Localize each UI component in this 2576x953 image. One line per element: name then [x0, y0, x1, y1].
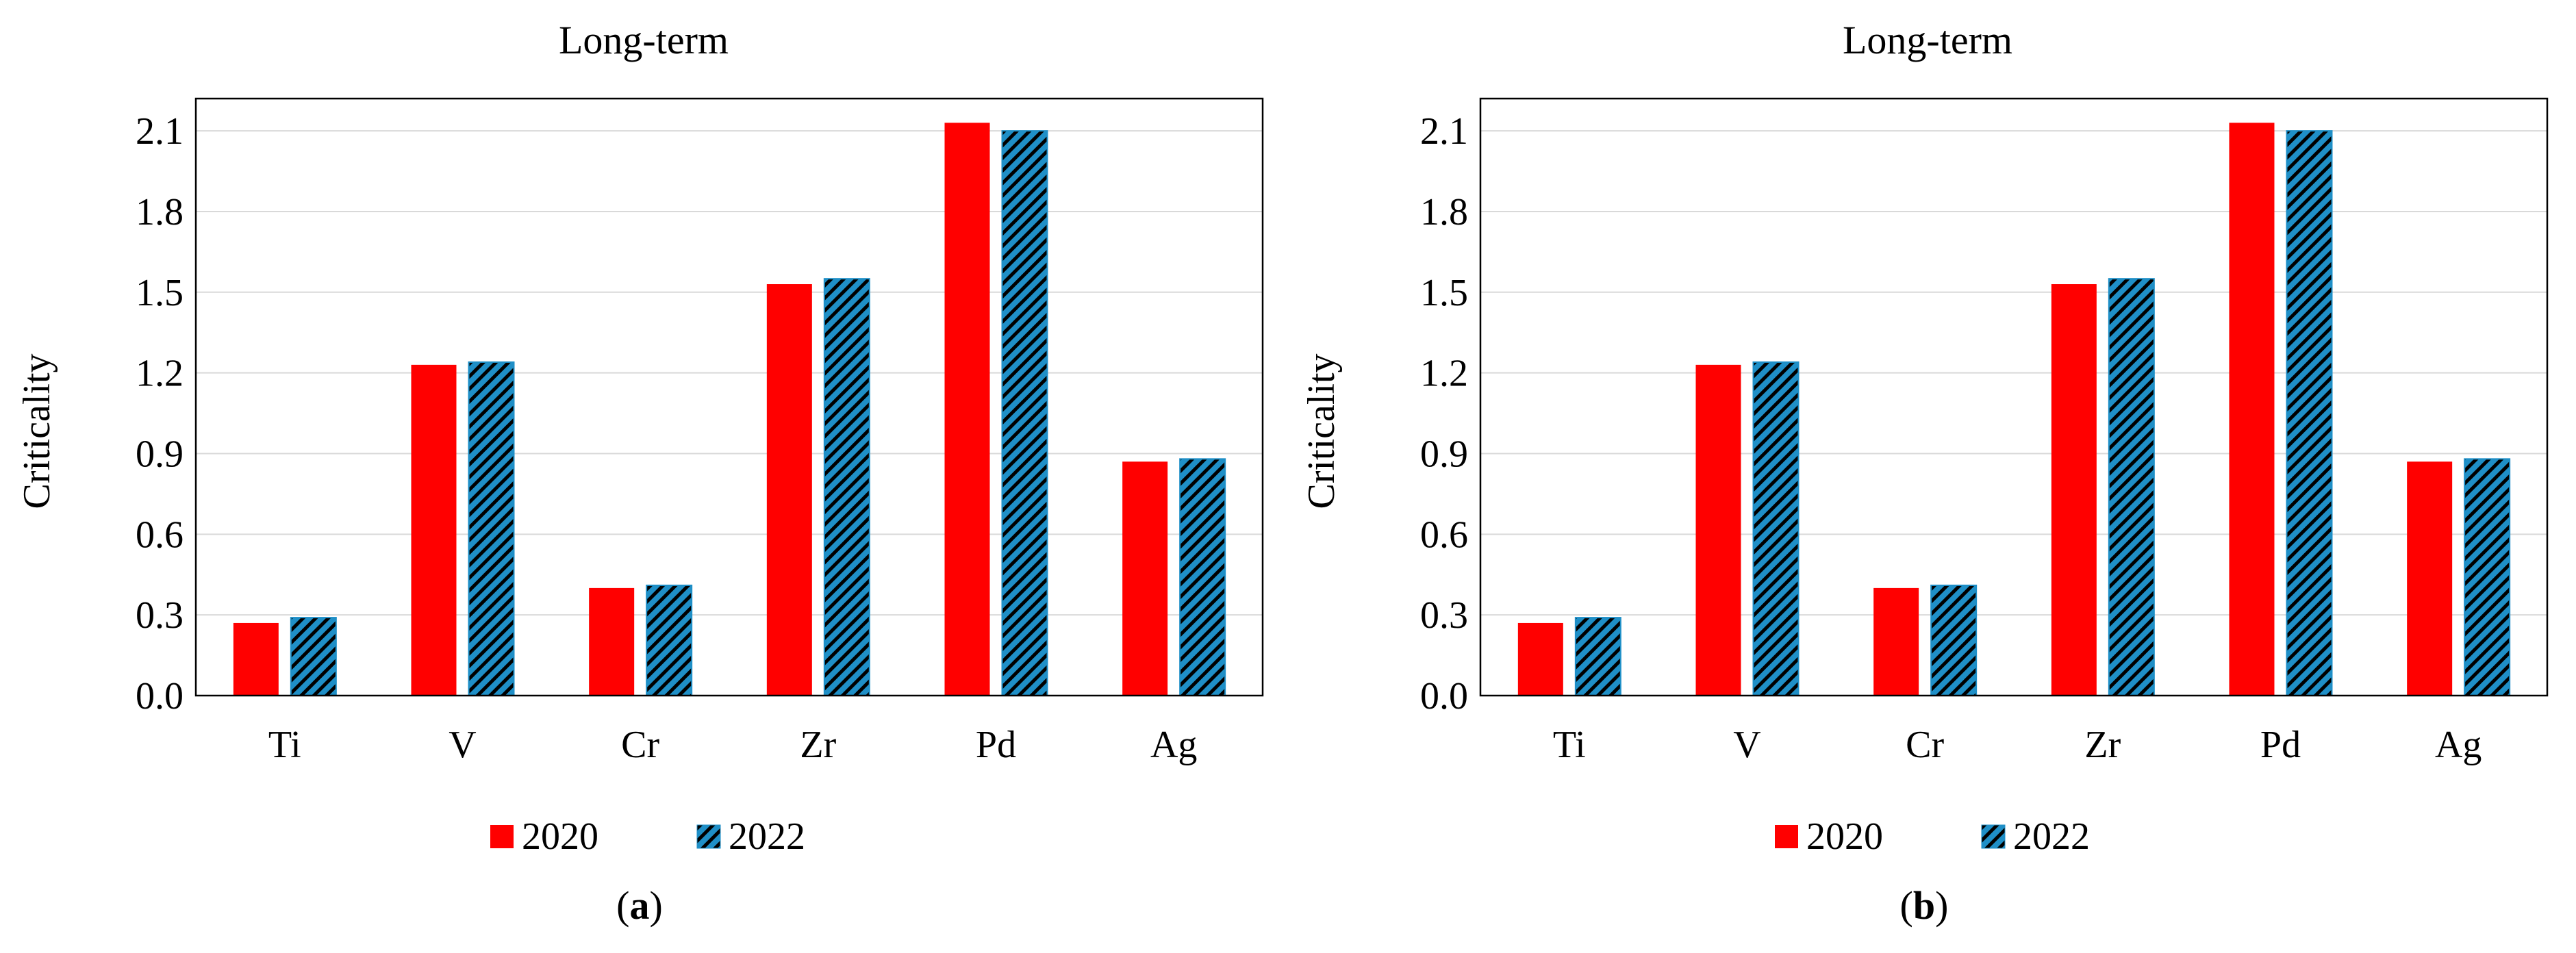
- bar-2022-Zr: [2108, 278, 2155, 697]
- chart-panel-a: Long-term Criticality 0.0 0.3 0.6 0.9 1.2 1.5…: [16, 18, 1264, 928]
- x-tick-labels: Ti V Cr Zr Pd Ag: [1553, 724, 2482, 766]
- bar-2022-Ag: [2464, 458, 2511, 696]
- x-tick-label: Ti: [1553, 724, 1586, 766]
- x-tick-label: Zr: [800, 724, 836, 766]
- legend-swatch-2022: [696, 824, 721, 849]
- bar-2022-Ti: [1574, 617, 1621, 696]
- y-tick-labels: 0.0 0.3 0.6 0.9 1.2 1.5 1.8 2.1: [136, 110, 184, 717]
- legend-swatch-2020: [1775, 825, 1798, 848]
- y-tick-label: 0.9: [136, 433, 184, 475]
- x-tick-label: V: [449, 724, 476, 766]
- y-axis-label: Criticality: [1300, 353, 1343, 509]
- bar-2020-Ag: [1122, 461, 1168, 696]
- x-tick-labels: Ti V Cr Zr Pd Ag: [268, 724, 1197, 766]
- bar-2022-Ti: [290, 617, 337, 696]
- legend-label-2022: 2022: [729, 815, 805, 858]
- bar-2020-Cr: [589, 587, 635, 696]
- legend-label-2020: 2020: [1806, 815, 1883, 858]
- bar-2020-Pd: [944, 123, 990, 696]
- bars: [1517, 123, 2511, 697]
- chart-panel-b: Long-term Criticality 0.0 0.3 0.6 0.9 1.2 1.5…: [1300, 18, 2549, 928]
- y-tick-label: 0.6: [136, 513, 184, 556]
- bar-2020-V: [1695, 364, 1741, 696]
- bar-2022-V: [468, 361, 515, 696]
- bar-2022-Pd: [2286, 130, 2333, 696]
- gridlines: [1480, 130, 2547, 616]
- y-tick-label: 2.1: [1420, 110, 1468, 153]
- x-tick-label: Ag: [2435, 724, 2482, 766]
- y-tick-label: 0.0: [136, 675, 184, 717]
- bar-2022-Zr: [823, 278, 870, 697]
- bar-2022-V: [1752, 361, 1800, 696]
- legend-label-2020: 2020: [522, 815, 598, 858]
- legend: 2020 2022: [490, 815, 805, 858]
- y-tick-label: 0.3: [136, 594, 184, 637]
- bar-2020-Zr: [766, 284, 812, 696]
- x-tick-label: Pd: [976, 724, 1016, 766]
- x-tick-label: Cr: [621, 724, 659, 766]
- y-tick-label: 1.5: [136, 272, 184, 314]
- bar-2022-Ag: [1179, 458, 1226, 696]
- bars: [233, 123, 1226, 697]
- legend-label-2022: 2022: [2013, 815, 2090, 858]
- bar-2020-Pd: [2229, 123, 2275, 696]
- y-tick-label: 1.8: [1420, 191, 1468, 233]
- y-tick-label: 0.0: [1420, 675, 1468, 717]
- y-tick-label: 0.6: [1420, 513, 1468, 556]
- y-tick-label: 1.8: [136, 191, 184, 233]
- bar-2020-Zr: [2051, 284, 2097, 696]
- y-tick-label: 0.9: [1420, 433, 1468, 475]
- x-tick-label: Ti: [268, 724, 301, 766]
- x-tick-label: Zr: [2084, 724, 2121, 766]
- legend-swatch-2020: [490, 825, 514, 848]
- legend-swatch-2022: [1981, 824, 2006, 849]
- bar-2020-V: [411, 364, 457, 696]
- x-tick-label: Pd: [2260, 724, 2301, 766]
- bar-2020-Cr: [1873, 587, 1919, 696]
- y-tick-label: 1.5: [1420, 272, 1468, 314]
- bar-2022-Cr: [1930, 584, 1978, 696]
- bar-2022-Pd: [1001, 130, 1048, 696]
- bar-2020-Ag: [2407, 461, 2453, 696]
- gridlines: [196, 130, 1263, 616]
- chart-title: Long-term: [559, 18, 729, 62]
- y-axis-label: Criticality: [16, 353, 58, 509]
- panel-label: (a): [616, 883, 663, 928]
- bar-2020-Ti: [233, 622, 279, 696]
- x-tick-label: Cr: [1906, 724, 1944, 766]
- y-tick-label: 0.3: [1420, 594, 1468, 637]
- legend: 2020 2022: [1775, 815, 2090, 858]
- panel-label: (b): [1900, 883, 1949, 928]
- x-tick-label: V: [1733, 724, 1760, 766]
- plot-area: [194, 97, 1264, 697]
- plot-area: [1479, 97, 2549, 697]
- y-tick-labels: 0.0 0.3 0.6 0.9 1.2 1.5 1.8 2.1: [1420, 110, 1468, 717]
- bar-2020-Ti: [1517, 622, 1563, 696]
- y-tick-label: 1.2: [1420, 353, 1468, 395]
- bar-2022-Cr: [646, 584, 693, 696]
- y-tick-label: 1.2: [136, 353, 184, 395]
- x-tick-label: Ag: [1150, 724, 1197, 766]
- chart-title: Long-term: [1843, 18, 2012, 62]
- y-tick-label: 2.1: [136, 110, 184, 153]
